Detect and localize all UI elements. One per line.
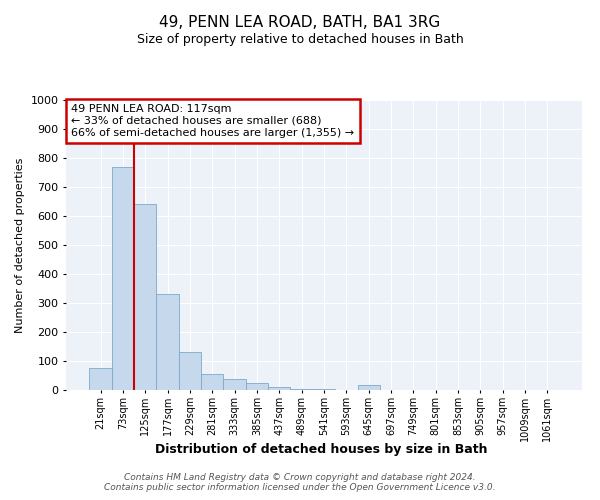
Bar: [290, 388, 313, 390]
Text: Contains HM Land Registry data © Crown copyright and database right 2024.
Contai: Contains HM Land Registry data © Crown c…: [104, 473, 496, 492]
Text: 49 PENN LEA ROAD: 117sqm
← 33% of detached houses are smaller (688)
66% of semi-: 49 PENN LEA ROAD: 117sqm ← 33% of detach…: [71, 104, 354, 138]
Bar: [89, 368, 112, 390]
Text: 49, PENN LEA ROAD, BATH, BA1 3RG: 49, PENN LEA ROAD, BATH, BA1 3RG: [160, 15, 440, 30]
Bar: [112, 166, 134, 390]
Bar: [134, 204, 157, 390]
Bar: [246, 383, 268, 390]
Bar: [157, 294, 179, 390]
Bar: [268, 386, 290, 390]
Text: Distribution of detached houses by size in Bath: Distribution of detached houses by size …: [155, 442, 487, 456]
Y-axis label: Number of detached properties: Number of detached properties: [15, 158, 25, 332]
Text: Size of property relative to detached houses in Bath: Size of property relative to detached ho…: [137, 32, 463, 46]
Bar: [358, 385, 380, 390]
Bar: [179, 352, 201, 390]
Bar: [223, 379, 246, 390]
Bar: [201, 374, 223, 390]
